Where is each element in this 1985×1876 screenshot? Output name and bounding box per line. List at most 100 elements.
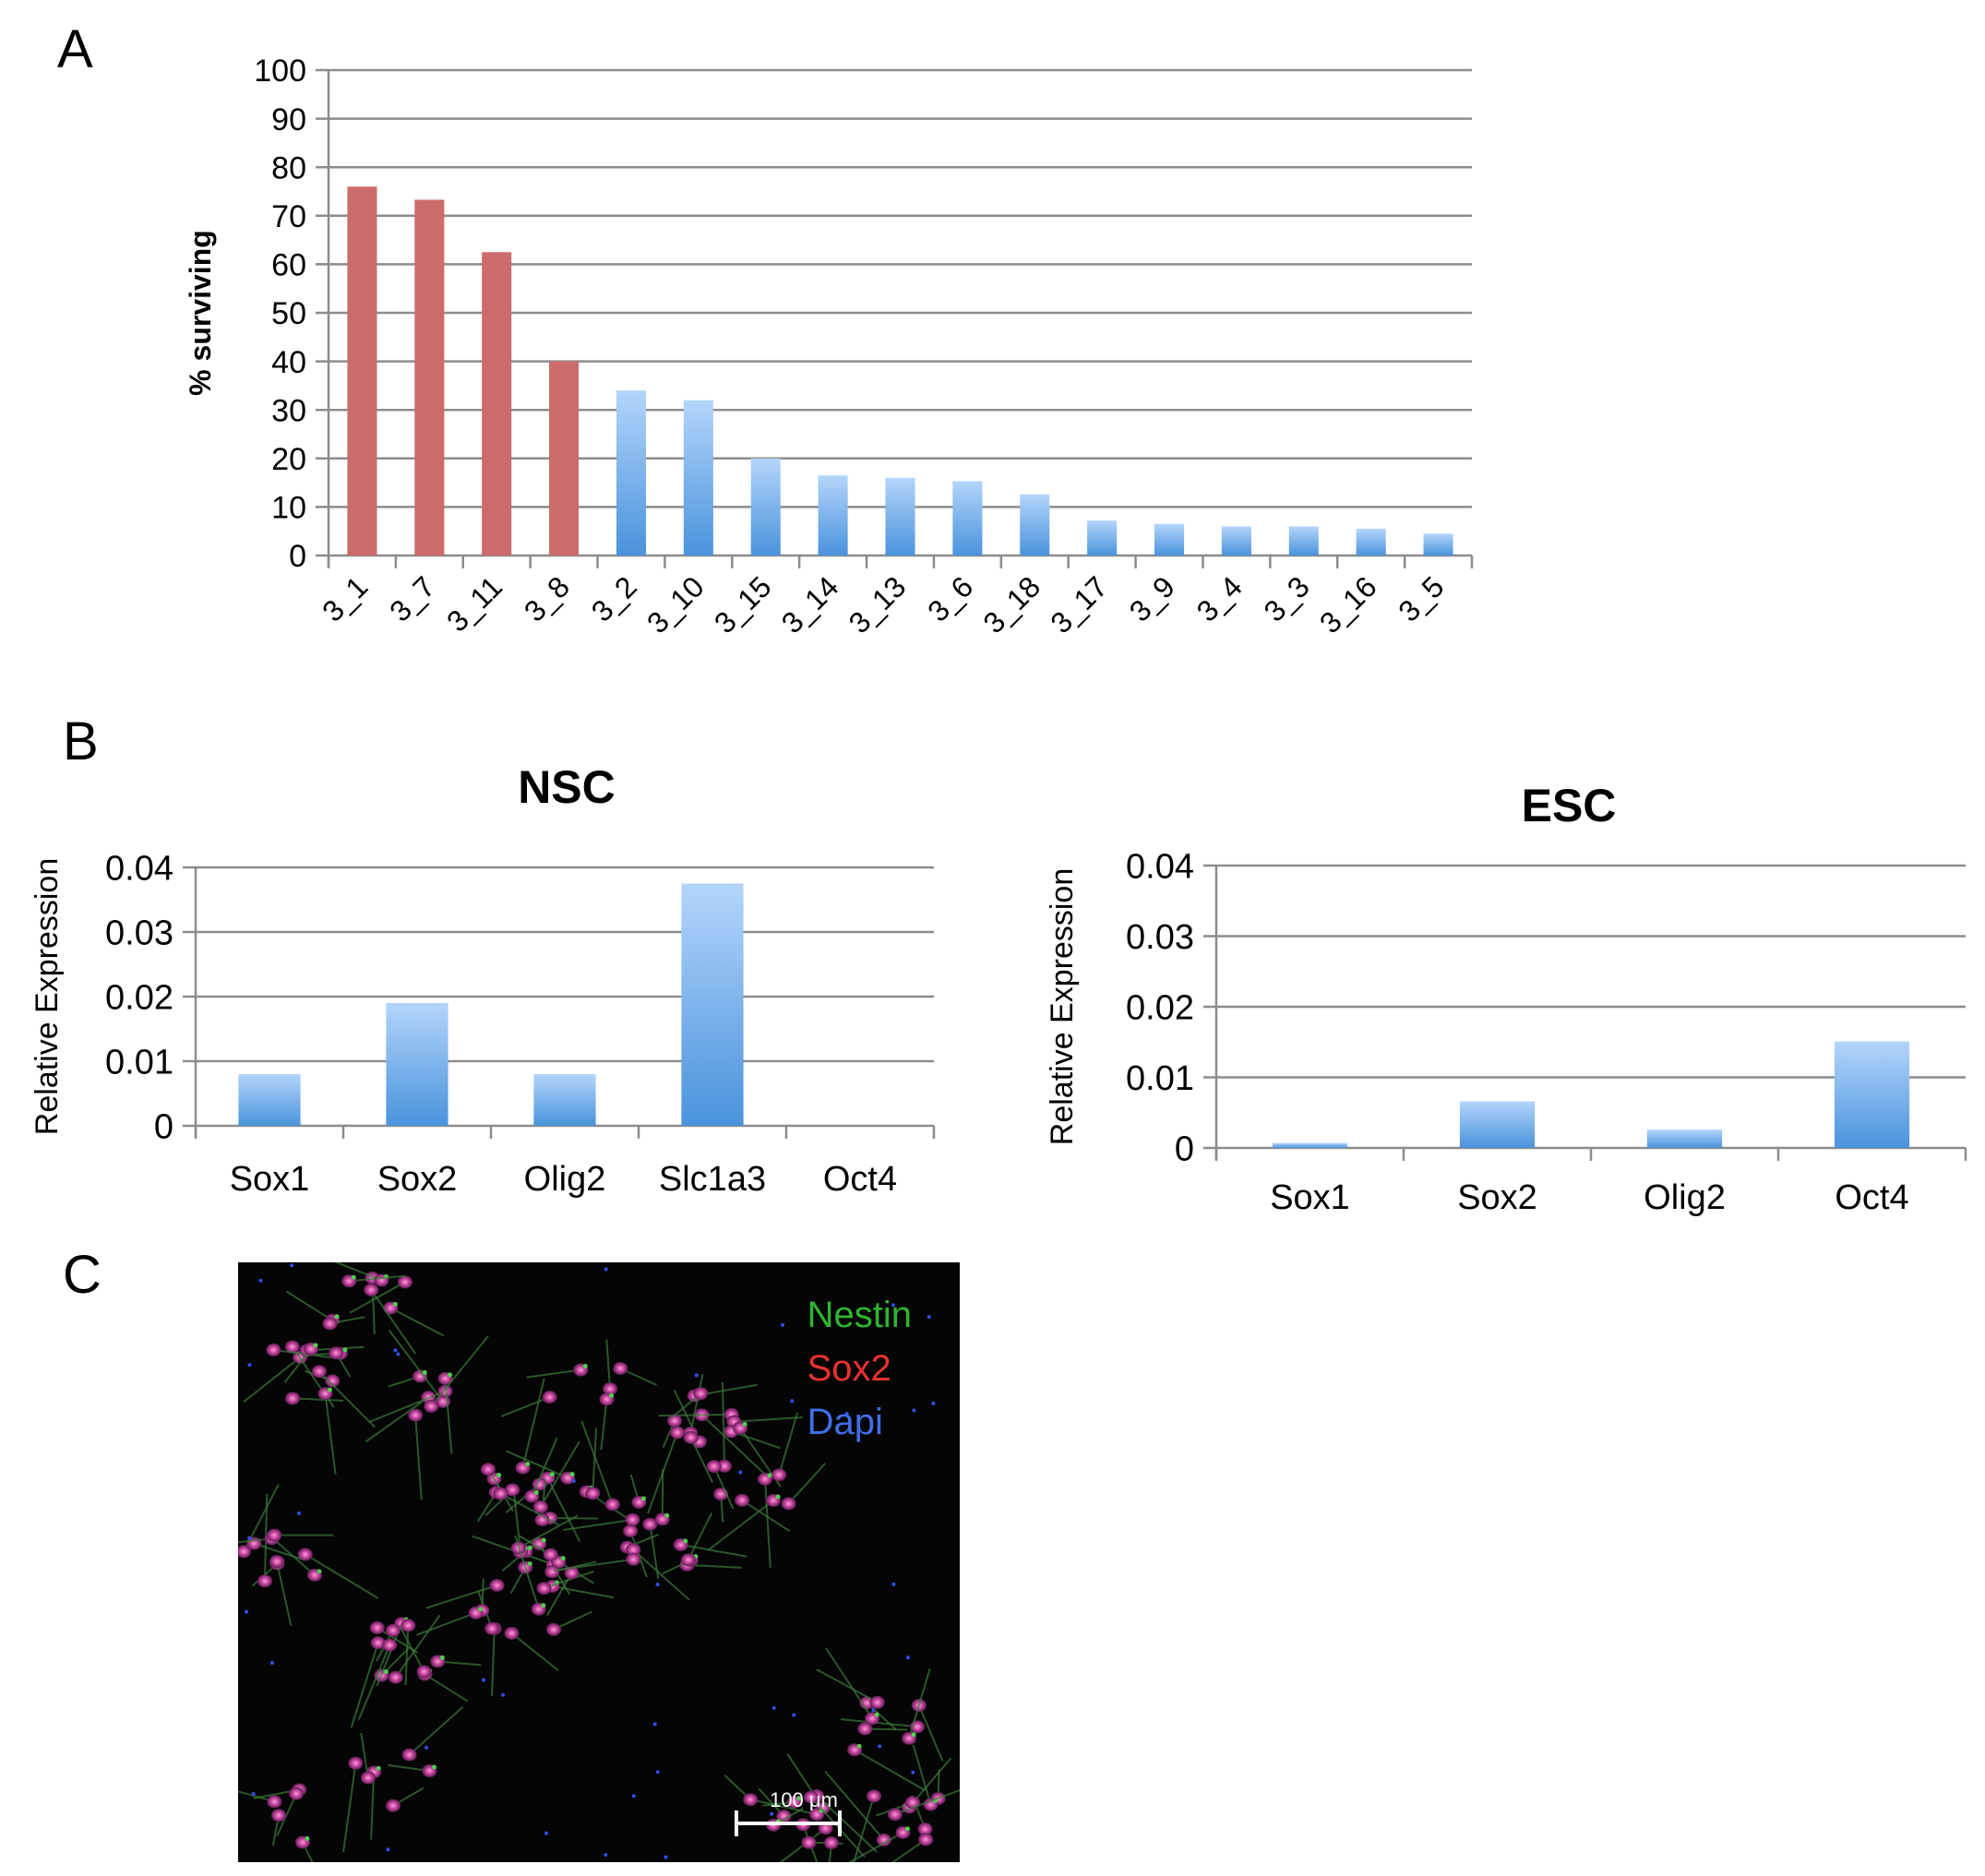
- cell-nucleus: [917, 1822, 933, 1836]
- bar-3_8: [549, 361, 580, 556]
- x-tick-label: Sox1: [1270, 1178, 1350, 1217]
- cell-process: [563, 1518, 633, 1532]
- cell-nucleus: [386, 1798, 401, 1812]
- bar-sox2: [386, 1003, 448, 1126]
- cell-process: [275, 1560, 293, 1626]
- cell-nucleus: [532, 1500, 548, 1514]
- cell-nucleus: [693, 1387, 709, 1401]
- y-tick-label: 20: [271, 442, 306, 477]
- dapi-spot: [604, 1267, 608, 1272]
- x-tick-label: Olig2: [524, 1160, 606, 1199]
- x-tick-label: Oct4: [823, 1160, 897, 1199]
- bar-oct4: [1834, 1041, 1910, 1148]
- cell-nucleus: [504, 1626, 520, 1640]
- nestin-spot: [767, 1473, 772, 1478]
- cell-process: [342, 1762, 357, 1853]
- nestin-spot: [549, 1472, 555, 1477]
- x-tick-label: Oct4: [1835, 1178, 1908, 1217]
- bar-3_5: [1423, 533, 1453, 556]
- dapi-spot: [290, 1263, 294, 1268]
- legend-nestin: Nestin: [807, 1295, 912, 1335]
- dapi-spot: [247, 1535, 252, 1540]
- cell-process: [416, 1611, 476, 1636]
- y-axis-label: Relative Expression: [1045, 868, 1080, 1145]
- nestin-spot: [742, 1422, 747, 1428]
- bar-olig2: [533, 1074, 596, 1126]
- y-tick-label: 0.01: [1126, 1059, 1194, 1098]
- legend-dapi: Dapi: [807, 1402, 883, 1442]
- cell-process: [779, 1827, 827, 1862]
- y-tick-label: 50: [271, 296, 306, 331]
- y-tick-label: 0.01: [105, 1044, 173, 1082]
- cell-process: [580, 1420, 614, 1505]
- dapi-spot: [482, 1678, 486, 1682]
- dapi-spot: [694, 1373, 699, 1378]
- nestin-spot: [383, 1669, 389, 1675]
- x-tick-label: 3_11: [440, 569, 508, 638]
- cell-nucleus: [401, 1619, 416, 1632]
- nestin-spot: [313, 1343, 318, 1348]
- nestin-spot: [376, 1765, 381, 1771]
- cell-nucleus: [544, 1565, 560, 1579]
- bar-sox1: [1272, 1142, 1348, 1148]
- y-tick-label: 0.04: [1126, 848, 1194, 887]
- y-tick-label: 70: [271, 199, 306, 234]
- cell-nucleus: [285, 1392, 301, 1405]
- cell-process: [349, 1274, 406, 1283]
- bar-slc1a3: [681, 883, 744, 1126]
- cell-nucleus: [493, 1487, 508, 1500]
- cell-process: [444, 1378, 453, 1454]
- cell-process: [424, 1673, 469, 1703]
- nestin-spot: [582, 1364, 588, 1369]
- nestin-spot: [439, 1655, 445, 1660]
- dapi-spot: [245, 1609, 249, 1614]
- cell-nucleus: [424, 1399, 439, 1413]
- cell-process: [917, 1704, 944, 1762]
- dapi-spot: [771, 1705, 776, 1710]
- cell-nucleus: [370, 1636, 386, 1650]
- nestin-spot: [904, 1826, 910, 1832]
- cell-process: [632, 1548, 690, 1601]
- cell-process: [600, 1399, 608, 1451]
- cell-process: [305, 1553, 379, 1599]
- bar-3_4: [1221, 526, 1251, 556]
- dapi-spot: [258, 1278, 263, 1283]
- cell-process: [389, 1307, 445, 1337]
- cell-process: [425, 1584, 497, 1609]
- cell-nucleus: [801, 1835, 817, 1849]
- cell-nucleus: [489, 1579, 505, 1593]
- nestin-spot: [317, 1569, 322, 1574]
- cell-nucleus: [603, 1382, 618, 1396]
- nestin-spot: [334, 1314, 340, 1320]
- scale-bar-label: 100 μm: [770, 1788, 838, 1811]
- cell-nucleus: [536, 1582, 552, 1595]
- nestin-spot: [541, 1603, 546, 1608]
- cell-process: [764, 1478, 771, 1569]
- cell-nucleus: [918, 1833, 934, 1846]
- cell-nucleus: [680, 1553, 696, 1567]
- x-tick-label: Sox2: [1457, 1178, 1537, 1217]
- cell-process: [550, 1516, 599, 1520]
- x-tick-label: 3_7: [383, 569, 441, 627]
- x-tick-label: 3_16: [1313, 569, 1383, 639]
- cell-process: [712, 1465, 735, 1510]
- cell-nucleus: [823, 1836, 839, 1850]
- x-tick-label: 3_17: [1044, 569, 1114, 639]
- x-tick-label: 3_15: [708, 569, 778, 639]
- x-tick-label: 3_18: [976, 569, 1046, 639]
- bar-3_1: [347, 186, 377, 556]
- cell-process: [368, 1390, 446, 1423]
- cell-process: [404, 1625, 410, 1686]
- cell-nucleus: [401, 1748, 417, 1762]
- cell-nucleus: [480, 1463, 496, 1476]
- cell-process: [394, 1614, 441, 1679]
- nestin-spot: [496, 1473, 502, 1478]
- cell-nucleus: [669, 1426, 685, 1440]
- nestin-spot: [525, 1462, 531, 1467]
- cell-nucleus: [545, 1622, 561, 1636]
- cell-nucleus: [284, 1340, 300, 1354]
- dapi-spot: [655, 1583, 660, 1587]
- cell-nucleus: [626, 1543, 641, 1557]
- cell-process: [816, 1795, 878, 1853]
- cell-nucleus: [776, 1810, 792, 1823]
